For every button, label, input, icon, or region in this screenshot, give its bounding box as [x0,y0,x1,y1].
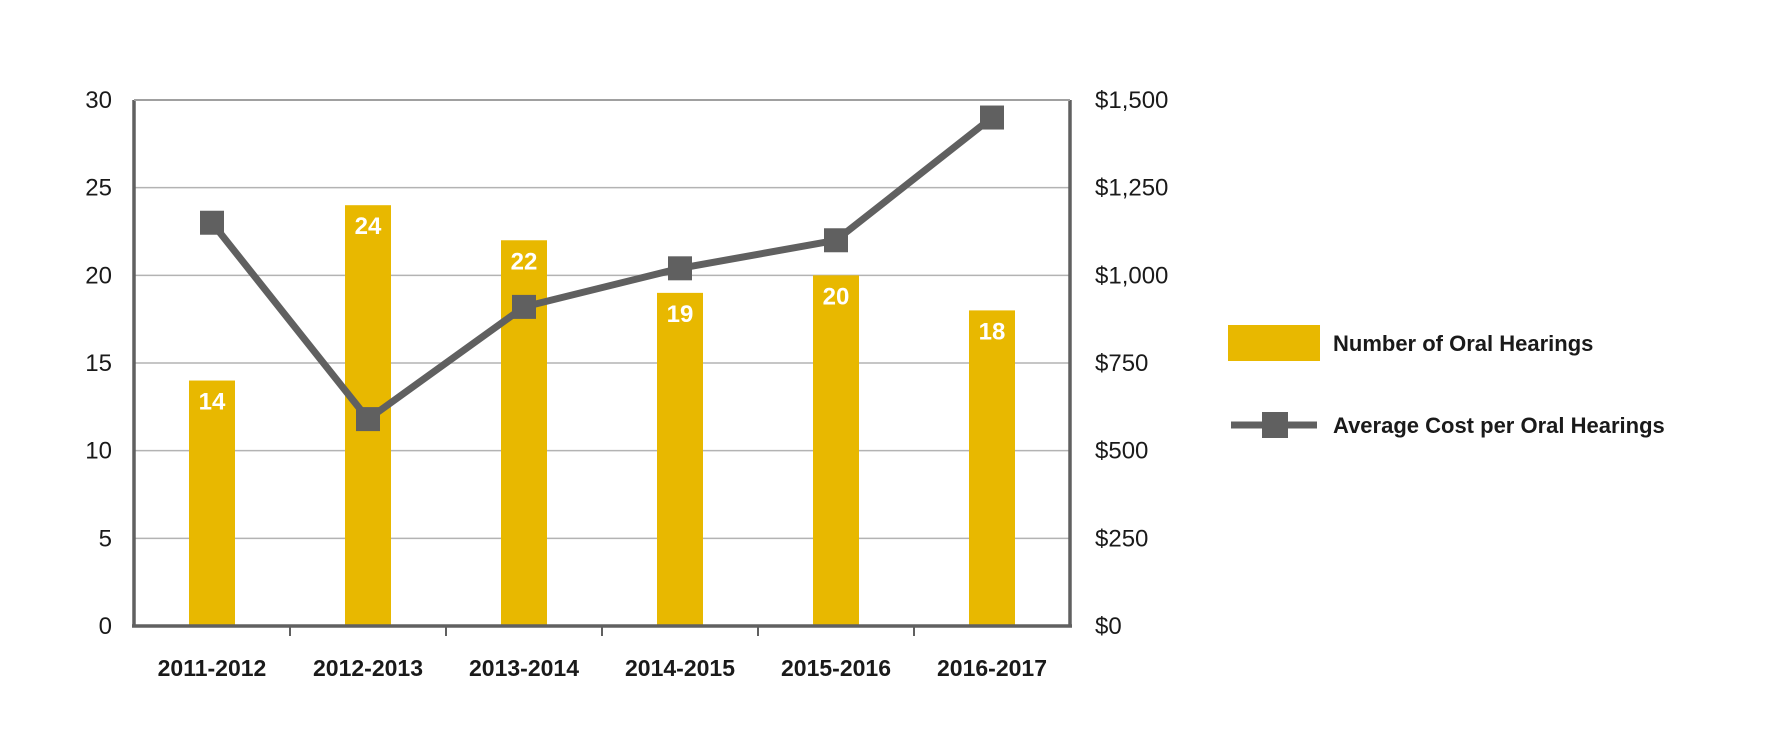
bar [657,292,703,626]
x-tick-label: 2016-2017 [937,655,1047,681]
y-left-tick-label: 25 [85,175,112,202]
bar-value-label: 24 [355,213,382,240]
line-marker [200,210,224,235]
line-marker [356,407,380,432]
x-tick-label: 2012-2013 [313,655,423,681]
line-marker [668,256,692,281]
line-path [209,114,995,423]
line-series [200,105,1004,432]
x-tick-labels: 2011-2012 2012-2013 2013-2014 2014-2015 2015… [158,655,1047,681]
bar [189,380,235,626]
legend-label: Average Cost per Oral Hearings [1333,413,1665,438]
bar-value-label: 20 [823,283,850,310]
x-tick-label: 2013-2014 [469,655,579,681]
y-right-tick-label: $250 [1095,525,1148,552]
y-left-tick-label: 30 [85,87,112,114]
y-left-tick-label: 20 [85,262,112,289]
y-right-tick-label: $0 [1095,613,1122,640]
y-left-tick-label: 0 [99,613,112,640]
line-marker [824,228,848,253]
line-marker [512,294,536,319]
y-right-tick-labels: $0 $250 $500 $750 $1,000 $1,250 $1,500 [1095,87,1168,640]
legend-swatch-marker [1262,412,1288,438]
bar [813,275,859,626]
bar [969,310,1015,626]
legend-label: Number of Oral Hearings [1333,331,1593,356]
y-left-tick-label: 10 [85,438,112,465]
y-right-tick-label: $1,000 [1095,262,1168,289]
x-tick-label: 2015-2016 [781,655,891,681]
bar-series [189,205,1015,626]
y-right-tick-label: $500 [1095,438,1148,465]
legend-swatch-bar [1228,325,1320,361]
bar-value-label: 19 [667,301,694,328]
bar-value-labels: 14 24 22 19 20 18 [199,213,1006,415]
x-tick-label: 2011-2012 [158,655,267,681]
y-left-tick-labels: 0 5 10 15 20 25 30 [85,87,112,640]
axes [132,99,1072,636]
x-tick-label: 2014-2015 [625,655,735,681]
y-right-tick-label: $750 [1095,350,1148,377]
bar-value-label: 18 [979,318,1006,345]
y-left-tick-label: 5 [99,525,112,552]
bar-value-label: 22 [511,248,538,275]
y-right-tick-label: $1,250 [1095,175,1168,202]
line-marker [980,105,1004,130]
y-right-tick-label: $1,500 [1095,87,1168,114]
y-left-tick-label: 15 [85,350,112,377]
bar-value-label: 14 [199,389,226,416]
legend: Number of Oral Hearings Average Cost per … [1228,325,1665,438]
